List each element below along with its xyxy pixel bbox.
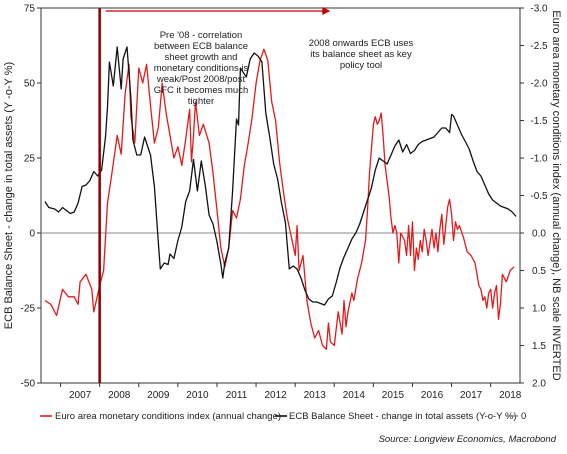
x-tick-label: 2007 (69, 390, 92, 401)
x-tick-label: 2017 (460, 390, 483, 401)
x-tick-label: 2008 (108, 390, 131, 401)
series-layer (44, 46, 517, 350)
annotation-post08-line: policy tool (340, 60, 382, 71)
right-tick-label: -2.5 (530, 41, 548, 52)
legend-label-monetary-conditions: Euro area monetary conditions index (ann… (55, 411, 281, 422)
right-tick-label: 1.0 (532, 304, 546, 315)
left-tick-label: 50 (24, 79, 36, 90)
x-tick-label: 2009 (147, 390, 170, 401)
annotation-post08-line: 2008 onwards ECB uses (309, 38, 414, 49)
x-tick-label: 2013 (304, 390, 327, 401)
annotation-post08-line: its balance sheet as key (310, 49, 412, 60)
annotation-pre08-line: Pre '08 - correlation (160, 30, 243, 41)
right-tick-label: 0.5 (532, 266, 546, 277)
left-tick-label: 75 (24, 4, 36, 15)
legend: Euro area monetary conditions index (ann… (40, 411, 557, 445)
right-tick-label: 2.0 (532, 379, 546, 390)
annotation-pre08-line: GFC it becomes much (154, 85, 249, 96)
right-tick-label: -3.0 (530, 4, 548, 15)
legend-label-zero: 0 (521, 411, 526, 422)
annotation-pre08-line: weak/Post 2008/post (156, 74, 246, 85)
x-tick-label: 2016 (421, 390, 444, 401)
series-monetary-conditions-line (44, 48, 515, 350)
left-axis-title: ECB Balance Sheet - change in total asse… (3, 62, 15, 329)
x-tick-label: 2015 (382, 390, 405, 401)
annotation-pre08-line: monetary conditions is (154, 63, 249, 74)
x-tick-label: 2014 (343, 390, 366, 401)
left-tick-label: 25 (24, 154, 36, 165)
right-tick-label: -0.5 (530, 191, 548, 202)
x-tick-label: 2012 (264, 390, 287, 401)
annotation-arrow-head (322, 7, 331, 15)
right-tick-label: -2.0 (530, 79, 548, 90)
legend-label-ecb-balance-sheet: ECB Balance Sheet - change in total asse… (289, 411, 517, 422)
x-tick-label: 2010 (186, 390, 209, 401)
annotation-pre08-line: sheet growth and (165, 52, 238, 63)
right-tick-label: -1.5 (530, 116, 548, 127)
right-tick-label: 0.0 (532, 229, 546, 240)
annotation-pre08-line: tighter (188, 96, 214, 107)
right-tick-label: -1.0 (530, 154, 548, 165)
left-tick-label: -25 (21, 304, 36, 315)
x-tick-label: 2018 (499, 390, 522, 401)
x-tick-label: 2011 (226, 390, 248, 401)
annotation-pre08-line: between ECB balance (154, 41, 248, 52)
right-axis-title: Euro area monetary conditions index (ann… (550, 10, 562, 380)
left-tick-label: -50 (21, 379, 36, 390)
axes-layer: -50 -25 0 25 50 75 -3.0 -2.5 -2.0 -1.5 -1.0 -0.5 0.0… (3, 4, 562, 402)
left-tick-label: 0 (29, 229, 35, 240)
source-note: Source: Longview Economics, Macrobond (379, 434, 557, 445)
series-ecb-balance-sheet-line (44, 46, 517, 306)
right-tick-label: 1.5 (532, 341, 546, 352)
